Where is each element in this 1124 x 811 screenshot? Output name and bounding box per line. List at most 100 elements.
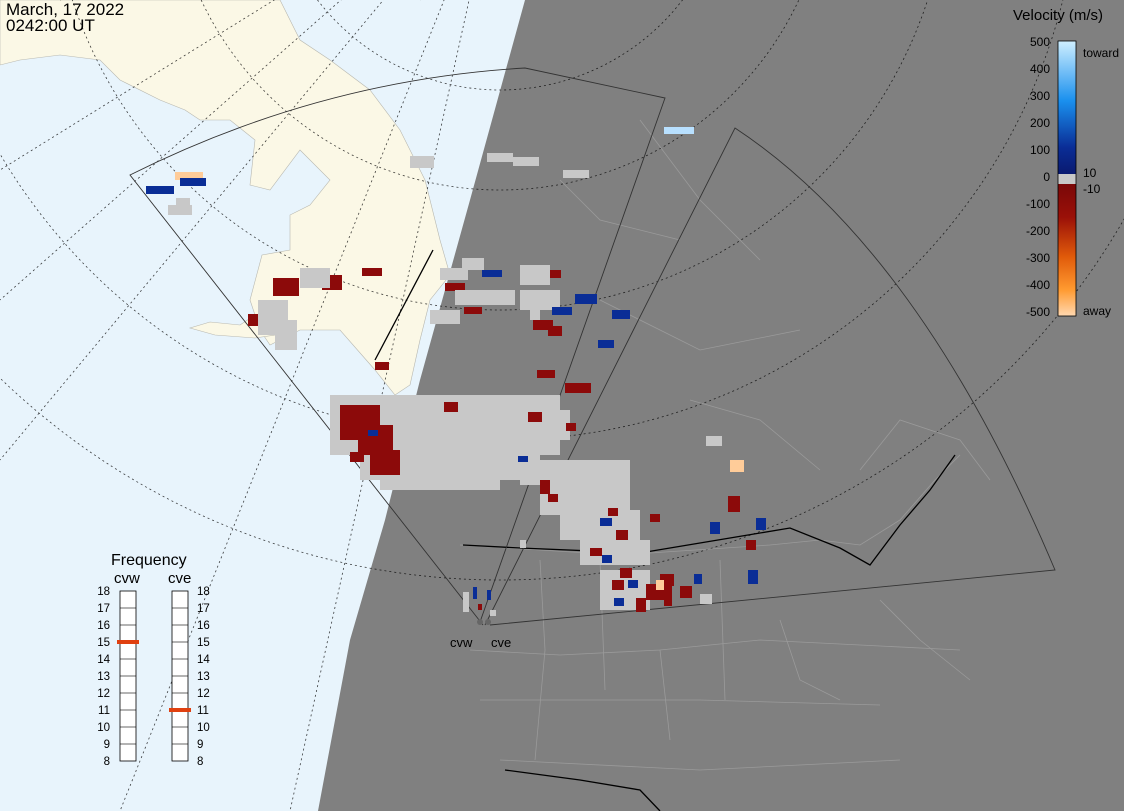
- station-label-cvw: cvw: [450, 635, 473, 650]
- range-gate-cell: [746, 540, 756, 550]
- colorbar-away-label: away: [1083, 304, 1111, 318]
- night-shading: [318, 0, 1124, 811]
- range-gate-cell: [520, 540, 526, 548]
- range-gate-cell: [548, 326, 562, 336]
- range-gate-cell: [350, 452, 364, 462]
- range-gate-cell: [368, 430, 378, 436]
- range-gate-cell: [646, 584, 672, 600]
- date-label: March, 17 2022: [6, 0, 125, 19]
- frequency-scale-label: 12: [97, 688, 110, 700]
- range-gate-cell: [748, 570, 758, 584]
- range-gate-cell: [370, 450, 400, 475]
- colorbar-tick-labels: 500400300200100100-10-100-200-300-400-50…: [1026, 35, 1101, 319]
- station-label-cve: cve: [491, 635, 511, 650]
- range-gate-cell: [520, 460, 630, 485]
- colorbar-tick-label: -400: [1026, 278, 1050, 292]
- range-gate-cell: [612, 580, 624, 590]
- range-gate-cell: [563, 170, 589, 178]
- frequency-indicator-cve: [169, 708, 191, 712]
- colorbar-tick-label: 0: [1043, 170, 1050, 184]
- range-gate-cell: [620, 568, 632, 578]
- colorbar-tick-label: 200: [1030, 116, 1050, 130]
- range-gate-cell: [380, 470, 500, 490]
- range-gate-cell: [445, 283, 465, 291]
- frequency-scale-label: 11: [197, 705, 209, 717]
- colorbar-tick-label: -200: [1026, 224, 1050, 238]
- colorbar-tick-label: -10: [1083, 182, 1101, 196]
- range-gate-cell: [664, 598, 672, 606]
- colorbar-tick-label: 400: [1030, 62, 1050, 76]
- fields-of-view: [129, 67, 1056, 626]
- frequency-scale-label: 10: [197, 722, 210, 734]
- colorbar-tick-label: -100: [1026, 197, 1050, 211]
- colorbar-tick-label: -500: [1026, 305, 1050, 319]
- range-gate-cell: [540, 480, 550, 494]
- time-label: 0242:00 UT: [6, 16, 95, 35]
- frequency-scale-label: 15: [197, 637, 210, 649]
- colorbar-tick-label: 100: [1030, 143, 1050, 157]
- range-gate-cell: [362, 268, 382, 276]
- range-gate-cell: [700, 594, 712, 604]
- range-gate-cell: [440, 268, 468, 280]
- range-gate-cell: [537, 370, 555, 378]
- frequency-scale-label: 16: [197, 620, 210, 632]
- range-gate-cell: [478, 604, 482, 610]
- colorbar-toward-label: toward: [1083, 46, 1119, 60]
- range-gate-cell: [520, 265, 550, 285]
- range-gate-cell: [616, 530, 628, 540]
- range-gate-cell: [464, 307, 482, 314]
- range-gate-cell: [176, 198, 190, 206]
- range-gate-cell: [598, 340, 614, 348]
- range-gate-cell: [730, 460, 744, 472]
- range-gate-cell: [275, 320, 297, 350]
- colorbar-tick-label: 10: [1083, 166, 1097, 180]
- range-gate-cell: [168, 205, 192, 215]
- range-gate-cell: [575, 294, 597, 304]
- range-gate-cell: [473, 587, 477, 599]
- velocity-colorbar: Velocity (m/s) 50: [1013, 7, 1119, 319]
- frequency-scale-label: 13: [97, 671, 110, 683]
- frequency-scale-label: 18: [97, 586, 110, 598]
- range-gate-cell: [487, 153, 513, 162]
- frequency-radar-cve: cve: [168, 570, 191, 587]
- range-gate-cell: [541, 270, 561, 278]
- range-gate-cell: [656, 580, 664, 590]
- frequency-scale-label: 15: [97, 637, 110, 649]
- colorbar-away-segment: [1058, 184, 1076, 316]
- range-gate-cell: [628, 580, 638, 588]
- frequency-scale-label: 11: [98, 705, 110, 717]
- colorbar-zero-segment: [1058, 174, 1076, 184]
- range-gate-cell: [444, 402, 458, 412]
- range-gate-cell: [756, 518, 766, 530]
- frequency-scale-label: 8: [104, 756, 110, 768]
- range-gate-cell: [420, 410, 570, 440]
- frequency-indicator-cvw: [117, 640, 139, 644]
- range-gate-cell: [482, 270, 502, 277]
- frequency-scale-label: 14: [197, 654, 210, 666]
- range-gate-cell: [146, 186, 174, 194]
- range-gate-cell: [710, 522, 720, 534]
- colorbar-tick-label: 300: [1030, 89, 1050, 103]
- frequency-scale-label: 13: [197, 671, 210, 683]
- frequency-scale-label: 9: [197, 739, 203, 751]
- velocity-range-gates: [146, 127, 766, 616]
- alaska-landmass: [0, 0, 451, 396]
- range-gate-cell: [650, 514, 660, 522]
- range-gate-cell: [590, 548, 602, 556]
- frequency-scale-label: 14: [97, 654, 110, 666]
- range-gate-cell: [680, 586, 692, 598]
- range-gate-cell: [694, 574, 702, 584]
- range-gate-cell: [513, 157, 539, 166]
- frequency-scale-label: 17: [97, 603, 110, 615]
- frequency-scale-label: 10: [97, 722, 110, 734]
- station-marker-cvw: [477, 619, 483, 625]
- colorbar-tick-label: 500: [1030, 35, 1050, 49]
- range-gate-cell: [528, 412, 542, 422]
- range-gate-cell: [614, 598, 624, 606]
- range-gate-cell: [552, 307, 572, 315]
- range-gate-cell: [602, 555, 612, 563]
- frequency-scale-label: 17: [197, 603, 210, 615]
- frequency-scales: 18 17 16 15 14 13 12 11 10 9 8 18 17 16 15 14 13 12 11 10 9 8: [97, 586, 210, 768]
- frequency-scale-label: 16: [97, 620, 110, 632]
- range-gate-cell: [518, 456, 528, 462]
